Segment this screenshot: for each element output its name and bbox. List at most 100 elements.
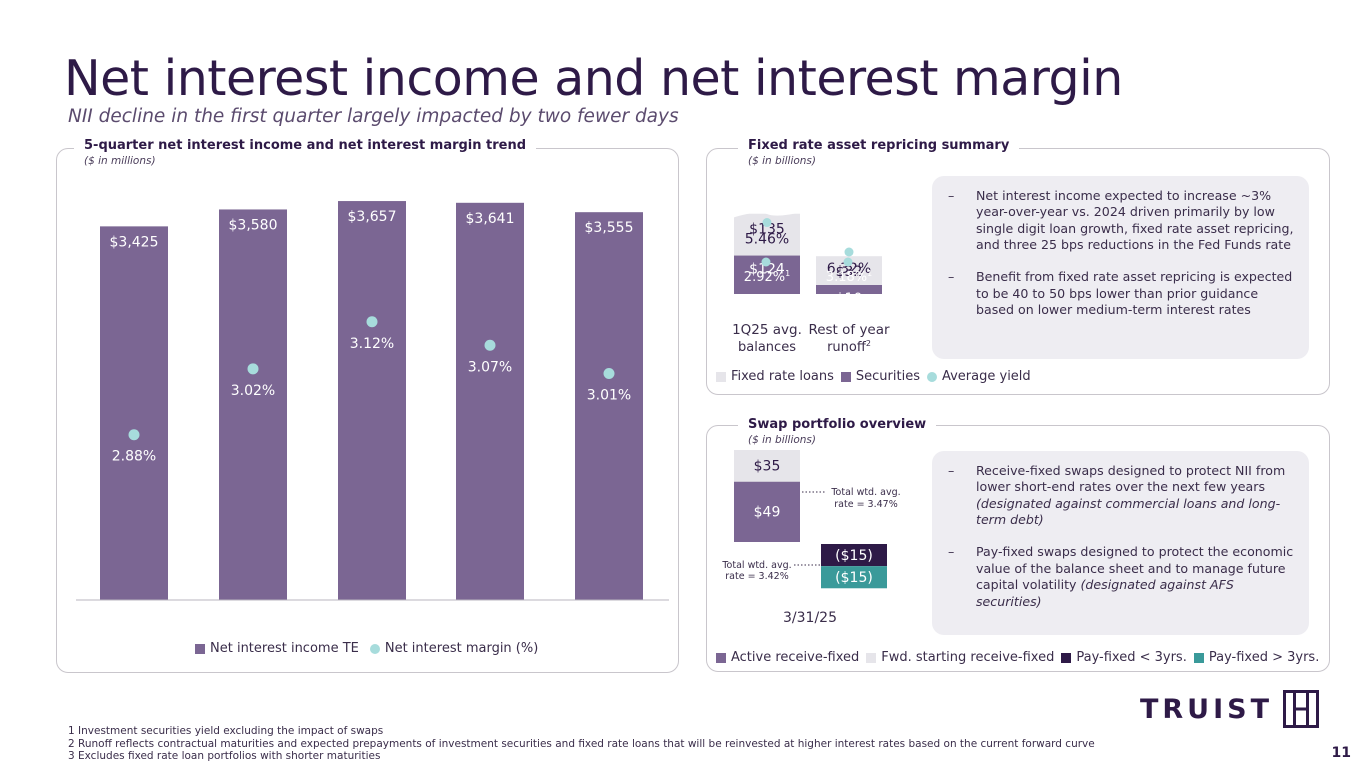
nim-point (128, 429, 140, 441)
repricing-note-item: – Benefit from fixed rate asset repricing… (948, 269, 1293, 318)
truist-mark-icon (1283, 690, 1319, 728)
legend-label-nii: Net interest income TE (210, 641, 359, 656)
swap-note-text: Receive-fixed swaps designed to protect … (976, 463, 1286, 495)
nii-bar (338, 201, 406, 600)
nii-bar (100, 226, 168, 600)
x-tick-label: 1Q25 avg. (732, 322, 802, 338)
repricing-unit: ($ in billions) (748, 155, 817, 167)
active-receive-bar (734, 481, 800, 542)
swap-legend: Active receive-fixed Fwd. starting recei… (716, 650, 1326, 665)
footnote: 1 Investment securities yield excluding … (68, 725, 384, 737)
repricing-title: Fixed rate asset repricing summary (738, 138, 1020, 153)
footnote: 3 Excludes fixed rate loan portfolios wi… (68, 750, 381, 763)
axis-break (732, 201, 802, 218)
fixed-loans-label: $32 (836, 264, 863, 280)
annotation-text: Total wtd. avg. (721, 560, 791, 571)
nii-bar (219, 209, 287, 601)
nim-label: 2.88% (112, 449, 156, 465)
loan-yield-point (762, 218, 772, 228)
securities-label: $124 (749, 262, 785, 278)
yield-dot (926, 371, 937, 382)
legend-label-yield: Average yield (941, 369, 1031, 384)
annotation-text: rate = 3.42% (725, 571, 788, 582)
nii-trend-legend: Net interest income TE Net interest marg… (195, 641, 545, 656)
nii-bar (456, 202, 524, 601)
footnotes: 1 Investment securities yield excluding … (68, 725, 1095, 763)
truist-logo: TRUIST (1140, 690, 1319, 728)
nii-trend-unit: ($ in millions) (84, 155, 156, 167)
pay-fixed-lt3-label: ($15) (835, 548, 873, 564)
swap-note-italic: (designated against commercial loans and… (976, 495, 1281, 528)
swap-panel (706, 425, 1330, 672)
swap-notes: – Receive-fixed swaps designed to protect… (932, 451, 1309, 635)
page-number: 11 (1331, 745, 1351, 761)
nim-point (247, 363, 259, 375)
legend-item-securities: Securities (840, 369, 920, 384)
nii-bar-label: $3,580 (229, 217, 278, 233)
swap-note-item: – Receive-fixed swaps designed to protect… (948, 463, 1286, 528)
nii-trend-chart: $3,4252.88%1Q24$3,5803.02%2Q24$3,6573.12… (76, 201, 669, 601)
nii-swatch (195, 643, 205, 654)
pay-fixed-lt3-bar (821, 544, 887, 567)
nii-bar-label: $3,657 (348, 209, 397, 225)
nim-point (366, 316, 378, 328)
swap-chart: $35$49($15)($15)Total wtd. avg.rate = 3.… (721, 450, 901, 626)
annotation-text: Total wtd. avg. (830, 487, 900, 498)
swap-note-text: Pay-fixed swaps designed to protect the … (976, 544, 1294, 593)
legend-label-pay-lt3: Pay-fixed < 3yrs. (1076, 650, 1187, 665)
pay-fixed-gt3-bar (821, 566, 887, 589)
legend-item-nim: Net interest margin (%) (369, 641, 538, 656)
repricing-note-text: Benefit from fixed rate asset repricing … (976, 269, 1293, 318)
legend-item-yield: Average yield (926, 369, 1031, 384)
repricing-chart: $135 $124 5.46% 2.92%1 1Q25 avg. balances $32 $… (732, 201, 890, 355)
repricing-note-text: Net interest income expected to increase… (976, 188, 1294, 253)
legend-item-fwd: Fwd. starting receive-fixed (866, 650, 1054, 665)
legend-label-pay-gt3: Pay-fixed > 3yrs. (1208, 650, 1320, 665)
legend-label-fwd: Fwd. starting receive-fixed (881, 650, 1055, 665)
legend-item-pay-gt3: Pay-fixed > 3yrs. (1193, 650, 1320, 665)
repricing-note-item: – Net interest income expected to increas… (948, 188, 1294, 253)
nii-bar-label: $3,425 (110, 234, 159, 250)
repricing-legend: Fixed rate loans Securities Average yiel… (716, 369, 1038, 384)
nim-label: 3.07% (468, 359, 512, 375)
fwd-swatch (866, 652, 877, 663)
nim-label: 3.02% (231, 383, 275, 399)
active-receive-label: $49 (754, 505, 781, 521)
nim-dot (369, 643, 380, 654)
swap-note-italic: (designated against AFS securities) (976, 577, 1234, 609)
pay-fixed-gt3-label: ($15) (835, 570, 873, 586)
fwd-receive-bar (734, 450, 800, 482)
nii-bar-label: $3,555 (585, 220, 634, 236)
securities-yield-label: 3.18%1 (826, 269, 872, 285)
active-swatch (716, 652, 726, 663)
x-tick-label: 3/31/25 (783, 610, 837, 626)
nim-label: 3.12% (350, 336, 394, 352)
securities-bar (816, 285, 882, 294)
page-title: Net interest income and net interest mar… (64, 50, 1123, 107)
swap-title: Swap portfolio overview (738, 417, 937, 432)
logo-text: TRUIST (1139, 693, 1273, 725)
footnote: 2 Runoff reflects contractual maturities… (68, 737, 1095, 750)
nii-bar-label: $3,641 (466, 211, 515, 227)
x-tick-label: balances (738, 340, 796, 355)
legend-item-loans: Fixed rate loans (716, 369, 834, 384)
fixed-loans-label: $135 (749, 222, 785, 238)
securities-yield-point (843, 257, 853, 267)
nim-label: 3.01% (587, 388, 631, 404)
securities-label: $10 (836, 291, 863, 307)
legend-item-pay-lt3: Pay-fixed < 3yrs. (1061, 650, 1187, 665)
loan-yield-label: 6.32% (827, 261, 871, 277)
securities-swatch (840, 371, 851, 382)
legend-item-active: Active receive-fixed (716, 650, 859, 665)
legend-label-active: Active receive-fixed (731, 650, 860, 665)
fwd-receive-label: $35 (754, 459, 781, 475)
legend-item-nii: Net interest income TE (195, 641, 359, 656)
legend-label-securities: Securities (855, 369, 920, 384)
swap-note-item: – Pay-fixed swaps designed to protect the… (948, 544, 1294, 609)
securities-yield-label: 2.92%1 (744, 269, 790, 285)
x-tick-label: runoff2 (827, 339, 871, 355)
loan-yield-point (844, 247, 854, 257)
loans-swatch (716, 371, 726, 382)
annotation-text: rate = 3.47% (834, 499, 897, 510)
nim-point (484, 339, 496, 351)
